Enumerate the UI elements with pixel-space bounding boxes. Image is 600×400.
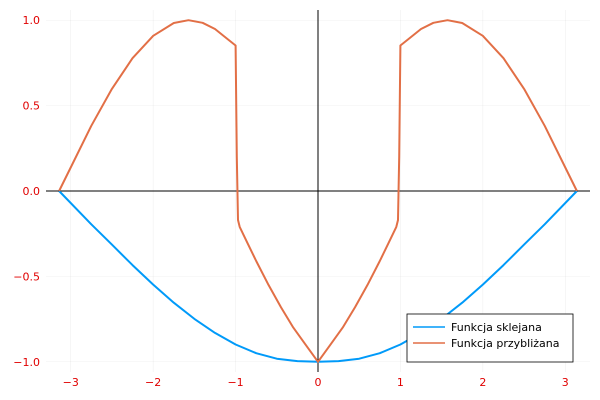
legend-label-2: Funkcja przybliżana [451, 337, 560, 350]
legend-box [406, 313, 574, 363]
y-tick-label: −1.0 [13, 356, 40, 369]
x-tick-label: 2 [479, 376, 486, 389]
axes [46, 10, 590, 372]
legend-label-1: Funkcja sklejana [451, 321, 542, 334]
x-tick-label: −3 [63, 376, 79, 389]
y-tick-label: 0.5 [23, 100, 41, 113]
legend: Funkcja sklejana Funkcja przybliżana [406, 313, 574, 363]
x-tick-label: −1 [227, 376, 243, 389]
x-tick-label: 1 [397, 376, 404, 389]
x-tick-label: −2 [145, 376, 161, 389]
y-tick-label: −0.5 [13, 270, 40, 283]
x-tick-labels: −3 −2 −1 0 1 2 3 [63, 376, 569, 389]
y-tick-labels: −1.0 −0.5 0.0 0.5 1.0 [13, 14, 40, 369]
x-tick-label: 0 [315, 376, 322, 389]
y-tick-label: 1.0 [23, 14, 41, 27]
x-tick-label: 3 [562, 376, 569, 389]
series-line-2 [58, 19, 578, 363]
y-tick-label: 0.0 [23, 185, 41, 198]
series [58, 19, 578, 363]
